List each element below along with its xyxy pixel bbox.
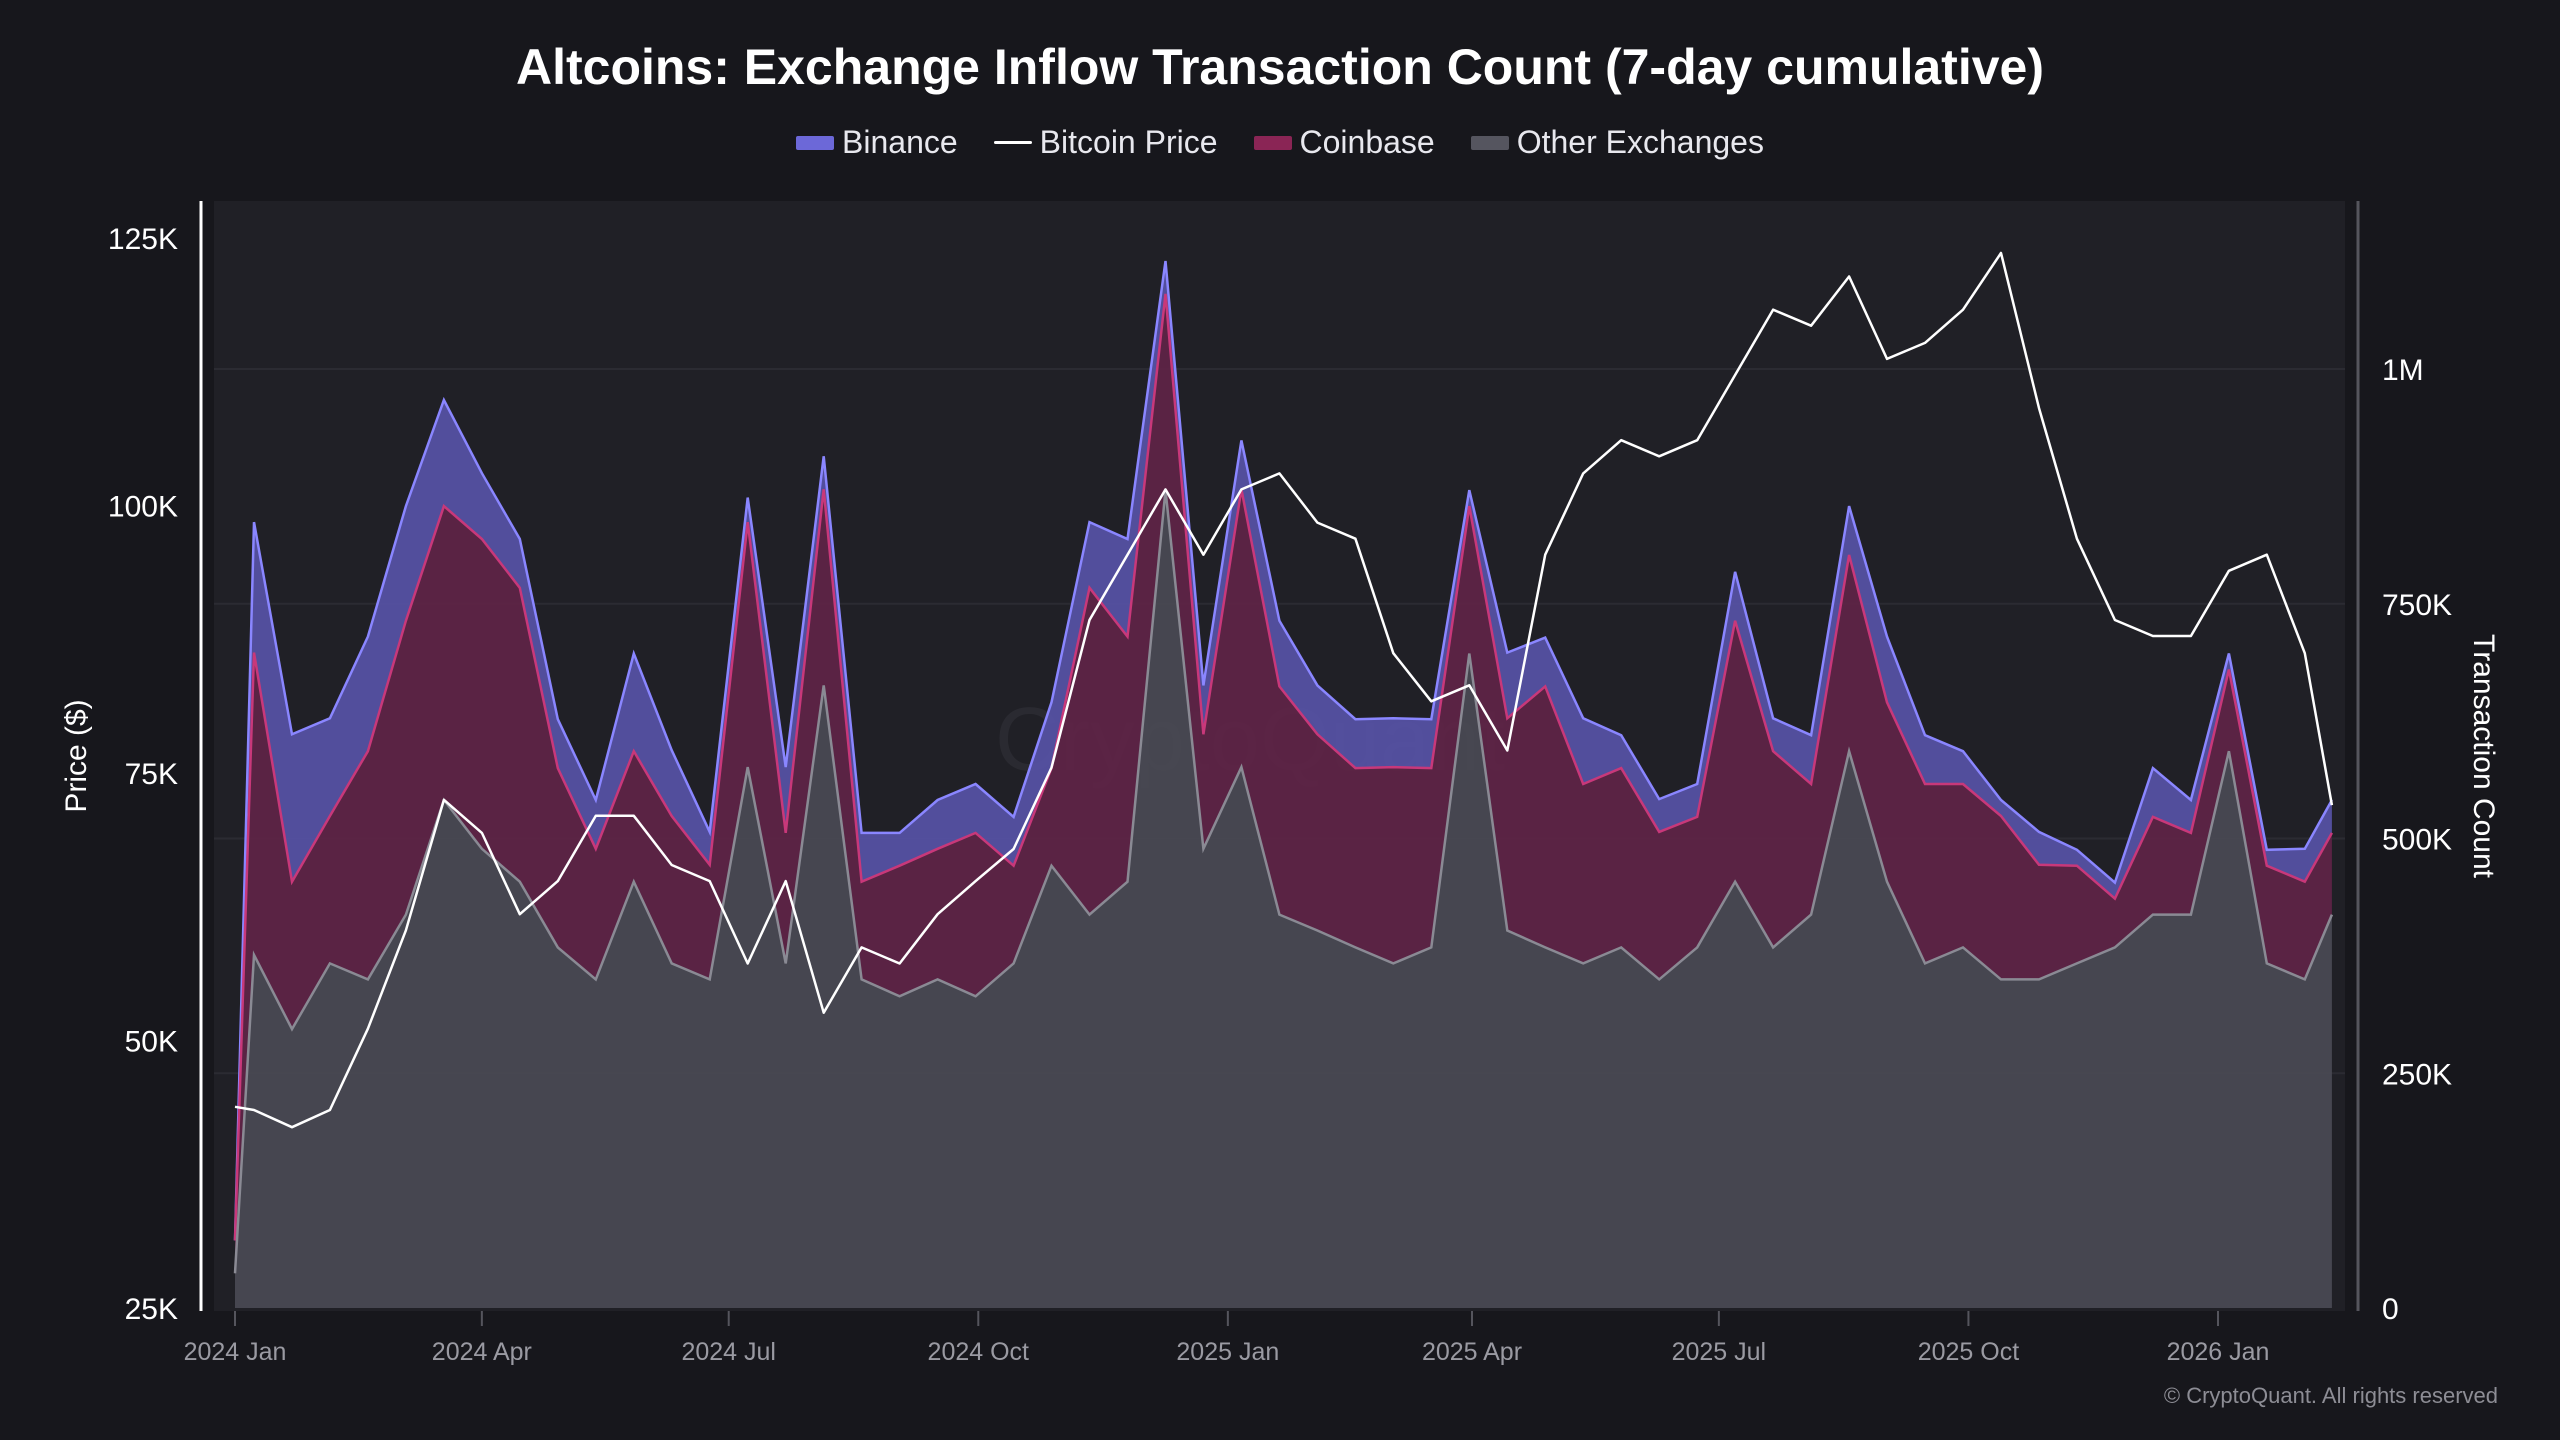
x-tick-label: 2024 Apr	[432, 1338, 532, 1366]
legend-label-other-exchanges: Other Exchanges	[1516, 124, 1764, 160]
area-other-exchanges	[235, 490, 2332, 1309]
right-tick-label: 250K	[2382, 1058, 2452, 1091]
right-axis-label: Transaction Count	[2467, 634, 2500, 879]
legend-swatch-binance	[796, 135, 835, 150]
x-tick-label: 2025 Apr	[1422, 1338, 1522, 1366]
x-tick-label: 2024 Oct	[928, 1338, 1030, 1366]
legend-label-binance: Binance	[842, 124, 958, 160]
x-tick-label: 2024 Jan	[184, 1338, 287, 1366]
area-binance	[235, 261, 2332, 1241]
series-areas	[233, 260, 2334, 1309]
legend-item-other-exchanges[interactable]: Other Exchanges	[1470, 124, 1764, 161]
left-tick-label: 75K	[125, 758, 178, 791]
area-edge-coinbase	[233, 293, 2333, 1241]
chart-title: Altcoins: Exchange Inflow Transaction Co…	[515, 39, 2044, 95]
price-series	[234, 251, 2334, 1129]
legend-swatch-other-exchanges	[1470, 135, 1509, 150]
area-coinbase	[235, 293, 2332, 1274]
left-tick-label: 50K	[125, 1026, 178, 1059]
right-tick-label: 0	[2382, 1293, 2399, 1326]
legend-item-binance[interactable]: Binance	[796, 124, 958, 161]
legend-item-bitcoin-price[interactable]: Bitcoin Price	[993, 124, 1218, 161]
legend-swatch-bitcoin-price	[993, 141, 1032, 144]
left-axis-label: Price ($)	[60, 699, 93, 812]
copyright-notice: © CryptoQuant. All rights reserved	[2163, 1383, 2498, 1408]
right-tick-label: 750K	[2382, 589, 2452, 622]
axis-ticks: 125K 100K 75K 50K 25K 1M 750K 500K 250K 0 2024 Jan…	[108, 223, 2452, 1366]
area-edge-other-exchanges	[233, 489, 2334, 1274]
right-tick-label: 500K	[2382, 824, 2452, 857]
left-tick-label: 25K	[125, 1293, 178, 1326]
right-tick-label: 1M	[2382, 354, 2424, 387]
legend-label-coinbase: Coinbase	[1299, 124, 1435, 160]
area-edge-binance	[233, 260, 2333, 1241]
left-tick-label: 100K	[108, 491, 178, 524]
x-tick-label: 2025 Oct	[1918, 1338, 2020, 1366]
legend-swatch-coinbase	[1253, 135, 1292, 150]
legend-item-coinbase[interactable]: Coinbase	[1253, 124, 1435, 161]
x-tick-label: 2024 Jul	[681, 1338, 776, 1366]
x-tick-label: 2025 Jan	[1176, 1338, 1279, 1366]
x-tick-label: 2025 Jul	[1672, 1338, 1767, 1366]
x-tick-label: 2026 Jan	[2167, 1338, 2270, 1366]
legend-label-bitcoin-price: Bitcoin Price	[1039, 124, 1218, 160]
left-tick-label: 125K	[108, 223, 178, 256]
legend: Binance Bitcoin Price Coinbase Other Exc…	[0, 124, 2560, 161]
